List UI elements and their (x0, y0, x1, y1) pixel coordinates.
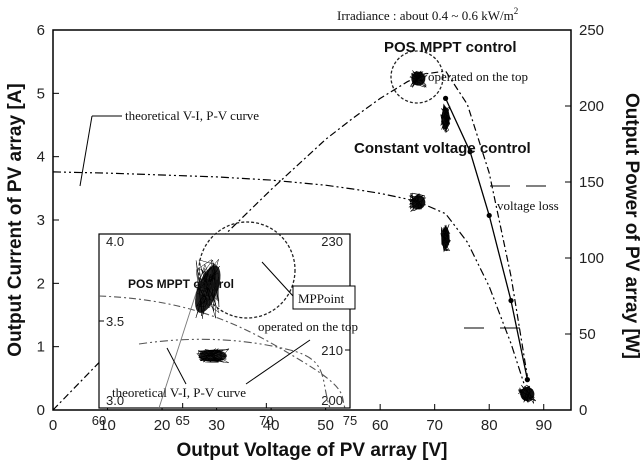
y-left-tick-label: 5 (37, 85, 45, 102)
x-tick-label: 10 (99, 417, 116, 434)
x-tick-label: 60 (372, 417, 389, 434)
inset-y-left-tick-label: 4.0 (106, 234, 124, 249)
inset-x-tick-label: 75 (343, 413, 357, 428)
y-right-tick-label: 200 (579, 98, 604, 115)
y-left-tick-label: 2 (37, 275, 45, 292)
x-tick-label: 0 (49, 417, 57, 434)
operating-cluster (440, 103, 451, 134)
inset-series-layer (99, 259, 346, 408)
inset-y-left-tick-label: 3.0 (106, 393, 124, 408)
inset-cluster (196, 348, 230, 364)
operating-cluster (440, 224, 451, 253)
y-right-axis-ticks: 0 50 100 150 200 250 (565, 22, 604, 419)
x-tick-label: 90 (535, 417, 552, 434)
x-tick-label: 40 (263, 417, 280, 434)
y-right-tick-label: 250 (579, 22, 604, 39)
inset-annotation-pos-mppt: POS MPPT control (128, 277, 234, 291)
series-line-v-i (52, 171, 528, 395)
inset-theoretical-curve-2 (138, 338, 331, 408)
y-right-tick-label: 50 (579, 326, 596, 343)
cluster-layer (408, 70, 537, 405)
inset-diagonal-line (158, 283, 200, 408)
mppt-highlight-circle (390, 50, 444, 104)
inset-annotation-theoretical: theoretical V-I, P-V curve (112, 385, 246, 400)
annotation-theoretical: theoretical V-I, P-V curve (125, 108, 259, 123)
x-tick-label: 70 (426, 417, 443, 434)
y-left-tick-label: 0 (37, 402, 45, 419)
series-point (524, 377, 530, 383)
inset-y-right-tick-label: 210 (321, 343, 343, 358)
inset-y-left-tick-label: 3.5 (106, 314, 124, 329)
inset-theoretical-pointer-2 (245, 339, 311, 385)
inset-x-tick-label: 60 (92, 413, 106, 428)
y-left-axis-ticks: 0 1 2 3 4 5 6 (37, 22, 59, 419)
inset-y-right-tick-label: 230 (321, 234, 343, 249)
inset-x-tick-label: 70 (259, 413, 273, 428)
operating-cluster (409, 70, 428, 88)
y-left-tick-label: 3 (37, 212, 45, 229)
inset-y-right-tick-label: 200 (321, 393, 343, 408)
y-left-tick-label: 1 (37, 339, 45, 356)
x-tick-label: 30 (208, 417, 225, 434)
inset-annotation-mppoint: MPPoint (298, 291, 345, 306)
y-right-axis-title: Output Power of PV array [W] (621, 93, 641, 359)
x-tick-label: 20 (154, 417, 171, 434)
operating-cluster (408, 192, 427, 212)
inset-mppt-circle (198, 221, 296, 319)
x-axis-title: Output Voltage of PV array [V] (177, 440, 448, 461)
annotation-pos-mppt: POS MPPT control (384, 39, 517, 56)
theoretical-arrow-2 (79, 115, 93, 187)
inset-theoretical-curve-1 (99, 295, 346, 408)
series-point (467, 149, 473, 155)
y-right-tick-label: 150 (579, 174, 604, 191)
x-tick-label: 50 (317, 417, 334, 434)
series-point (508, 297, 514, 304)
annotation-voltage-loss: voltage loss (497, 198, 559, 213)
annotation-constant-voltage: Constant voltage control (354, 140, 531, 157)
inset-annotation-operated-top: operated on the top (258, 319, 358, 334)
y-right-tick-label: 100 (579, 250, 604, 267)
y-left-tick-label: 4 (37, 149, 45, 166)
irradiance-label: Irradiance : about 0.4 ~ 0.6 kW/m2 (337, 6, 518, 23)
mppoint-box (292, 285, 356, 310)
annotation-operated-top: operated on the top (428, 69, 528, 84)
series-point (486, 212, 492, 219)
y-left-tick-label: 6 (37, 22, 45, 39)
inset-frame (98, 233, 351, 409)
x-axis-ticks: 0 10 20 30 40 50 60 70 80 90 (49, 404, 552, 434)
y-left-axis-title: Output Current of PV array [A] (5, 83, 26, 356)
inset-cluster (195, 259, 221, 320)
series-point (442, 95, 449, 101)
x-tick-label: 80 (481, 417, 498, 434)
inset-x-tick-label: 65 (175, 413, 189, 428)
mppoint-pointer (261, 261, 294, 297)
y-right-tick-label: 0 (579, 402, 587, 419)
operating-cluster (518, 384, 537, 405)
inset-theoretical-pointer-1 (166, 347, 187, 385)
